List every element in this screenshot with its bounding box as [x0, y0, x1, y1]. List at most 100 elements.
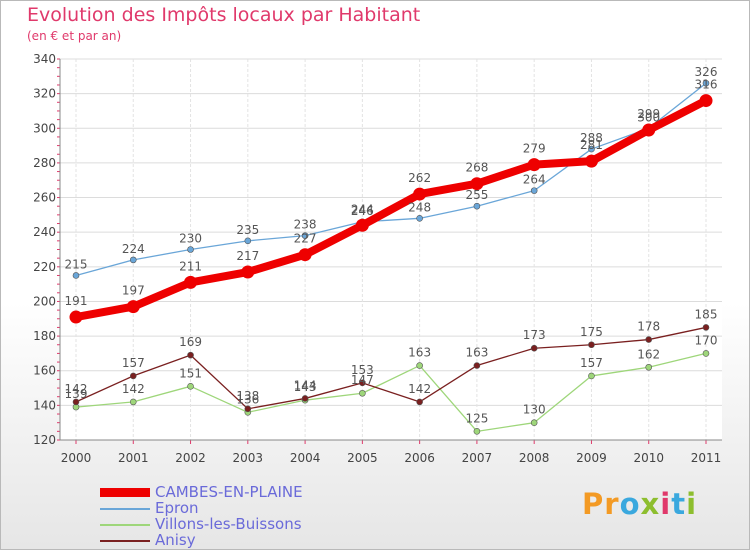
data-point — [244, 237, 252, 245]
data-label: 136 — [236, 392, 259, 406]
logo-letter: P — [582, 487, 605, 521]
data-point — [588, 372, 595, 380]
data-point — [187, 351, 194, 359]
y-tick-label: 140 — [33, 398, 56, 412]
data-label: 227 — [294, 232, 317, 246]
data-label: 211 — [179, 259, 202, 273]
data-label: 173 — [523, 328, 546, 342]
data-point — [126, 300, 140, 314]
data-point — [473, 362, 481, 369]
data-label: 138 — [236, 389, 259, 403]
legend-label: Villons-les-Buissons — [155, 515, 302, 533]
data-point — [702, 350, 710, 357]
data-point — [473, 202, 481, 210]
data-point — [530, 187, 538, 194]
y-tick-label: 300 — [33, 121, 56, 135]
data-label: 142 — [408, 382, 431, 396]
data-point — [69, 310, 83, 324]
x-tick-label: 2000 — [61, 451, 92, 465]
data-label: 163 — [408, 346, 431, 360]
data-point — [645, 336, 653, 343]
data-point — [241, 265, 255, 279]
data-point — [298, 248, 312, 262]
x-tick-label: 2002 — [175, 451, 206, 465]
y-tick-label: 320 — [33, 87, 56, 101]
legend-swatch — [100, 508, 150, 510]
data-point — [530, 419, 538, 426]
data-label: 255 — [465, 188, 488, 202]
data-point — [584, 154, 598, 168]
data-point — [129, 372, 137, 380]
data-label: 264 — [523, 173, 546, 187]
data-label: 142 — [122, 382, 145, 396]
data-label: 130 — [523, 403, 546, 417]
data-label: 191 — [65, 294, 88, 308]
data-point — [187, 383, 194, 390]
x-tick-label: 2009 — [576, 451, 607, 465]
data-point — [702, 79, 710, 87]
data-label: 288 — [580, 131, 603, 145]
data-point — [645, 363, 653, 371]
data-label: 299 — [637, 107, 660, 121]
x-tick-label: 2006 — [404, 451, 435, 465]
data-point — [588, 341, 595, 349]
data-point — [416, 362, 423, 369]
y-tick-label: 260 — [33, 191, 56, 205]
data-label: 262 — [408, 171, 431, 185]
x-tick-label: 2004 — [290, 451, 321, 465]
legend-swatch — [100, 488, 150, 497]
chart-subtitle: (en € et par an) — [27, 29, 122, 43]
data-point — [416, 215, 423, 222]
logo-letter: o — [619, 487, 641, 521]
data-label: 151 — [179, 366, 202, 380]
y-tick-label: 240 — [33, 225, 56, 239]
data-label: 144 — [294, 378, 317, 392]
data-label: 142 — [65, 382, 88, 396]
data-point — [473, 428, 481, 435]
data-point — [301, 395, 309, 402]
data-point — [187, 246, 194, 253]
logo-letter: r — [604, 487, 620, 521]
x-tick-label: 2008 — [519, 451, 550, 465]
data-point — [416, 398, 423, 406]
data-point — [72, 272, 80, 279]
data-point — [530, 344, 538, 352]
x-tick-label: 2001 — [118, 451, 149, 465]
data-label: 175 — [580, 325, 603, 339]
data-label: 157 — [580, 356, 603, 370]
data-point — [129, 398, 137, 406]
series-line-anisy — [75, 326, 707, 410]
data-label: 139 — [65, 387, 88, 401]
legend-swatch — [100, 540, 150, 542]
data-point — [359, 379, 366, 387]
legend-label: Epron — [155, 499, 199, 517]
logo-letter: x — [640, 487, 661, 521]
data-label: 326 — [695, 65, 718, 79]
proxiti-logo: Proxiti — [582, 487, 697, 521]
data-point — [588, 145, 595, 153]
data-point — [527, 158, 541, 172]
y-tick-label: 280 — [33, 156, 56, 170]
logo-letter: i — [660, 487, 672, 521]
data-label: 157 — [122, 356, 145, 370]
data-label: 162 — [637, 347, 660, 361]
plot-area — [60, 59, 722, 440]
data-label: 248 — [408, 200, 431, 214]
data-label: 153 — [351, 363, 374, 377]
data-label: 300 — [637, 110, 660, 124]
data-point — [702, 324, 710, 331]
data-point — [72, 398, 80, 406]
x-tick-label: 2003 — [233, 451, 264, 465]
data-label: 185 — [695, 307, 718, 321]
data-point — [184, 275, 198, 289]
data-label: 279 — [523, 142, 546, 156]
y-tick-label: 340 — [33, 52, 56, 66]
data-point — [699, 94, 713, 108]
y-tick-label: 120 — [33, 433, 56, 447]
y-tick-label: 200 — [33, 294, 56, 308]
data-point — [413, 187, 427, 201]
data-label: 246 — [351, 204, 374, 218]
chart-title: Evolution des Impôts locaux par Habitant — [27, 4, 421, 26]
data-point — [359, 389, 366, 397]
x-tick-label: 2011 — [691, 451, 722, 465]
